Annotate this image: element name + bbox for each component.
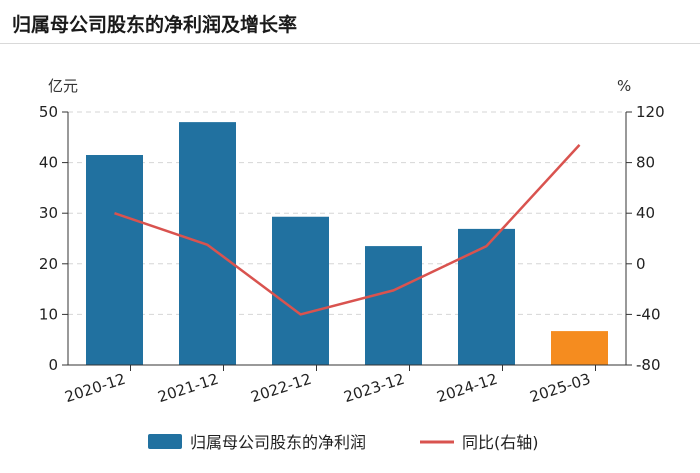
yoy-line-series	[114, 144, 581, 316]
right-axis-tick-label: -80	[636, 356, 661, 374]
left-axis-unit: 亿元	[48, 77, 78, 95]
header: 归属母公司股东的净利润及增长率	[0, 0, 700, 44]
bar	[365, 246, 422, 365]
legend-label-yoy: 同比(右轴)	[462, 433, 539, 452]
left-axis-tick-label: 10	[39, 305, 58, 323]
left-axis-tick-label: 20	[39, 255, 58, 273]
legend-label-net-profit: 归属母公司股东的净利润	[190, 433, 366, 452]
bar	[458, 228, 515, 365]
x-axis-tick-label: 2021-12	[156, 370, 221, 406]
chart: 0 10 20 30 40 50 -80 -40 0 40 80 120 2020-12 2021-12 2…	[39, 77, 665, 452]
right-axis-tick-label: 40	[636, 204, 655, 222]
legend-bar-swatch	[148, 434, 182, 449]
x-axis-tick-label: 2024-12	[435, 370, 500, 406]
page-title: 归属母公司股东的净利润及增长率	[12, 14, 298, 36]
bars	[86, 122, 608, 366]
right-axis-unit: %	[617, 77, 631, 95]
right-axis-tick-label: -40	[636, 305, 661, 323]
x-axis-tick-label: 2025-03	[528, 370, 593, 406]
left-axis-tick-label: 30	[39, 204, 58, 222]
x-axis-tick-label: 2022-12	[249, 370, 314, 406]
x-axis-tick-label: 2020-12	[63, 370, 128, 406]
bar	[272, 216, 329, 365]
x-axis-tick-label: 2023-12	[342, 370, 407, 406]
left-axis-tick-label: 40	[39, 154, 58, 172]
left-axis-tick-label: 0	[48, 356, 58, 374]
right-axis-tick-label: 0	[636, 255, 646, 273]
right-axis-tick-label: 80	[636, 154, 655, 172]
bar	[86, 155, 143, 365]
grid	[68, 111, 626, 315]
yoy-line	[114, 144, 581, 316]
bar	[551, 331, 608, 365]
left-axis-tick-label: 50	[39, 103, 58, 121]
legend: 归属母公司股东的净利润 同比(右轴)	[148, 433, 539, 452]
right-axis-tick-label: 120	[636, 103, 665, 121]
